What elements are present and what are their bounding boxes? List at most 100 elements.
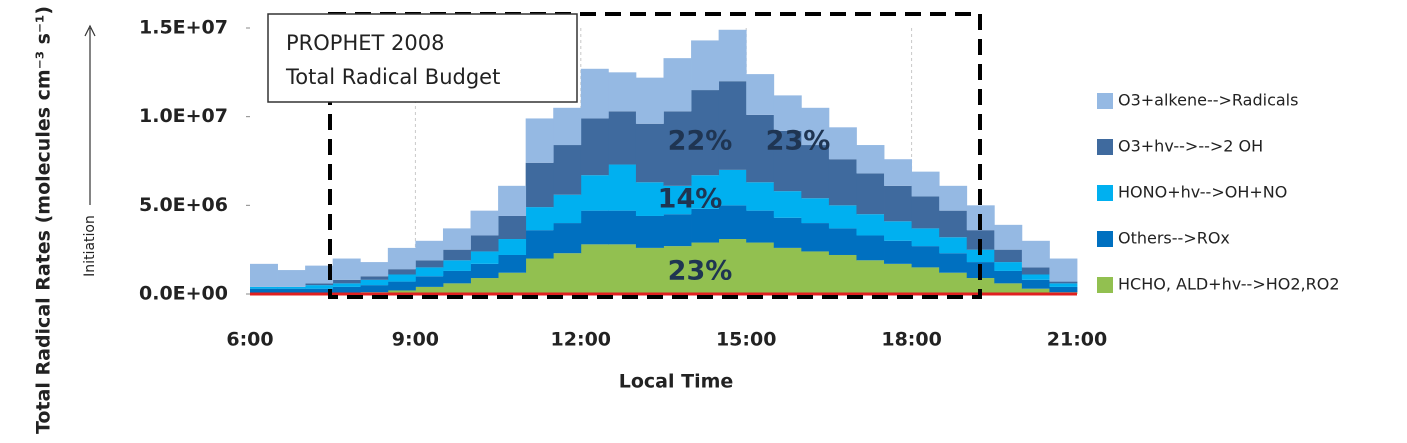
area-step bbox=[470, 235, 499, 252]
area-step bbox=[856, 260, 885, 294]
x-tick-label: 9:00 bbox=[392, 329, 439, 351]
x-tick-label: 21:00 bbox=[1047, 329, 1107, 351]
area-step bbox=[360, 262, 389, 277]
area-step bbox=[277, 270, 306, 287]
area-step bbox=[442, 228, 471, 250]
area-step bbox=[828, 205, 857, 229]
y-tick-label: 0.0E+00 bbox=[139, 283, 228, 305]
area-step bbox=[939, 210, 968, 238]
area-step bbox=[608, 72, 637, 112]
area-step bbox=[911, 246, 940, 268]
highlight-window bbox=[328, 12, 982, 299]
area-step bbox=[415, 267, 444, 277]
area-step bbox=[994, 283, 1023, 294]
area-step bbox=[856, 173, 885, 215]
area-step bbox=[856, 235, 885, 261]
area-step bbox=[663, 58, 692, 112]
area-step bbox=[525, 118, 554, 163]
area-step bbox=[691, 40, 720, 91]
area-step bbox=[801, 145, 830, 199]
x-tick-label: 18:00 bbox=[881, 329, 941, 351]
area-step bbox=[994, 270, 1023, 284]
legend-label: HONO+hv-->OH+NO bbox=[1118, 183, 1287, 202]
legend-swatch bbox=[1097, 231, 1113, 247]
legend-swatch bbox=[1097, 139, 1113, 155]
area-step bbox=[691, 175, 720, 209]
area-step bbox=[332, 258, 361, 280]
area-step bbox=[360, 285, 389, 293]
area-step bbox=[746, 242, 775, 294]
area-step bbox=[360, 276, 389, 280]
y-axis-title: Total Radical Rates (molecules cm⁻³ s⁻¹) bbox=[33, 6, 55, 434]
area-step bbox=[387, 274, 416, 282]
area-step bbox=[1021, 288, 1050, 294]
area-step bbox=[635, 182, 664, 216]
area-step bbox=[498, 239, 527, 255]
area-step bbox=[525, 207, 554, 231]
annotation: 22% bbox=[668, 126, 733, 157]
area-step bbox=[277, 288, 306, 294]
area-step bbox=[580, 118, 609, 176]
area-step bbox=[608, 210, 637, 245]
arrow-head bbox=[84, 24, 96, 37]
area-step bbox=[415, 276, 444, 287]
area-step bbox=[746, 182, 775, 211]
area-step bbox=[718, 205, 747, 240]
area-step bbox=[332, 279, 361, 284]
area-step bbox=[884, 185, 912, 222]
area-step bbox=[470, 263, 499, 279]
area-step bbox=[387, 247, 416, 270]
area-step bbox=[994, 249, 1023, 263]
plot-area bbox=[250, 28, 1078, 294]
area-step bbox=[801, 251, 830, 294]
area-step bbox=[498, 254, 527, 273]
area-step bbox=[966, 249, 995, 263]
area-step bbox=[470, 251, 499, 264]
area-step bbox=[553, 253, 582, 294]
area-step bbox=[470, 210, 499, 236]
area-step bbox=[553, 107, 582, 146]
area-step bbox=[442, 270, 471, 284]
area-step bbox=[387, 290, 416, 294]
area-step bbox=[884, 263, 912, 294]
area-step bbox=[884, 221, 912, 241]
area-step bbox=[635, 123, 664, 183]
area-step bbox=[994, 224, 1023, 250]
area-step bbox=[1049, 283, 1078, 287]
area-step bbox=[718, 239, 747, 294]
chart-title: PROPHET 2008 bbox=[286, 31, 444, 55]
area-step bbox=[442, 260, 471, 271]
area-step bbox=[663, 111, 692, 186]
area-step bbox=[911, 228, 940, 247]
legend-label: Others-->ROx bbox=[1118, 229, 1230, 248]
area-step bbox=[442, 249, 471, 261]
area-step bbox=[911, 196, 940, 229]
annotation: 23% bbox=[668, 256, 733, 287]
area-step bbox=[250, 288, 278, 294]
area-step bbox=[387, 269, 416, 275]
area-step bbox=[884, 159, 912, 186]
area-step bbox=[911, 171, 940, 197]
area-step bbox=[746, 210, 775, 243]
area-step bbox=[773, 217, 802, 248]
area-step bbox=[525, 258, 554, 294]
area-step bbox=[773, 191, 802, 218]
area-step bbox=[250, 286, 278, 289]
area-step bbox=[1021, 240, 1050, 268]
area-step bbox=[801, 107, 830, 146]
area-step bbox=[553, 223, 582, 254]
area-step bbox=[939, 272, 968, 294]
area-step bbox=[911, 267, 940, 294]
area-step bbox=[966, 278, 995, 294]
area-step bbox=[553, 194, 582, 224]
area-step bbox=[1021, 267, 1050, 275]
area-step bbox=[828, 159, 857, 206]
area-step bbox=[580, 244, 609, 294]
x-tick-label: 6:00 bbox=[226, 329, 273, 351]
area-step bbox=[415, 286, 444, 294]
x-tick-label: 12:00 bbox=[551, 329, 611, 351]
area-step bbox=[939, 253, 968, 273]
area-step bbox=[939, 237, 968, 254]
area-step bbox=[498, 215, 527, 240]
